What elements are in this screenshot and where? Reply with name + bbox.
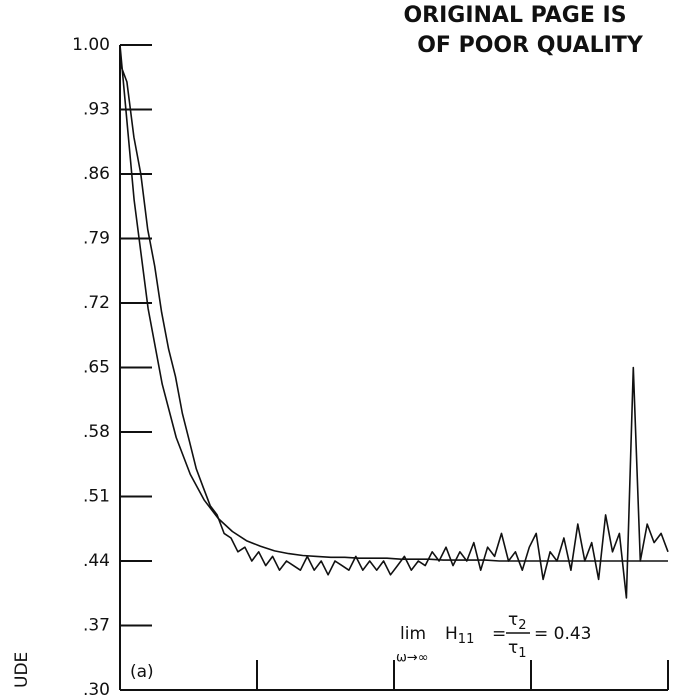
y-tick-label: .44 xyxy=(83,551,110,571)
annotation-denominator: τ1 xyxy=(508,638,527,661)
y-tick-label: .30 xyxy=(83,680,110,699)
annotation-result: = 0.43 xyxy=(534,624,592,644)
annotation-symbol: H11 xyxy=(445,624,474,647)
y-tick-label: .72 xyxy=(83,293,110,313)
annotation-lim: lim xyxy=(400,624,426,644)
y-axis-label: UDE xyxy=(12,652,32,688)
annotation-sub: 1 xyxy=(518,646,526,661)
data-line xyxy=(119,44,668,562)
panel-label: (a) xyxy=(130,662,154,682)
annotation-subscript: 11 xyxy=(458,632,475,647)
stamp-line: OF POOR QUALITY xyxy=(417,33,644,58)
y-tick-label: .65 xyxy=(83,358,110,378)
annotation-numerator: τ2 xyxy=(508,610,527,633)
y-tick-label: .37 xyxy=(83,616,110,636)
annotation-symbol-main: H xyxy=(445,624,458,644)
annotation-equals: = xyxy=(492,624,506,644)
annotation-sub: 2 xyxy=(518,618,526,633)
annotation: lim ω→∞ H11 = τ2 τ1 = 0.43 xyxy=(396,610,592,666)
annotation-tau: τ xyxy=(508,638,518,658)
stamp-line: ORIGINAL PAGE IS xyxy=(403,3,626,28)
data-line xyxy=(119,63,669,599)
y-tick-label: 1.00 xyxy=(72,35,110,55)
y-tick-label: .93 xyxy=(83,100,110,120)
y-tick-label: .51 xyxy=(83,487,110,507)
annotation-limit: ω→∞ xyxy=(396,651,429,666)
y-tick-label: .86 xyxy=(83,164,110,184)
y-tick-label: .79 xyxy=(83,229,110,249)
annotation-tau: τ xyxy=(508,610,518,630)
y-tick-label: .58 xyxy=(83,422,110,442)
